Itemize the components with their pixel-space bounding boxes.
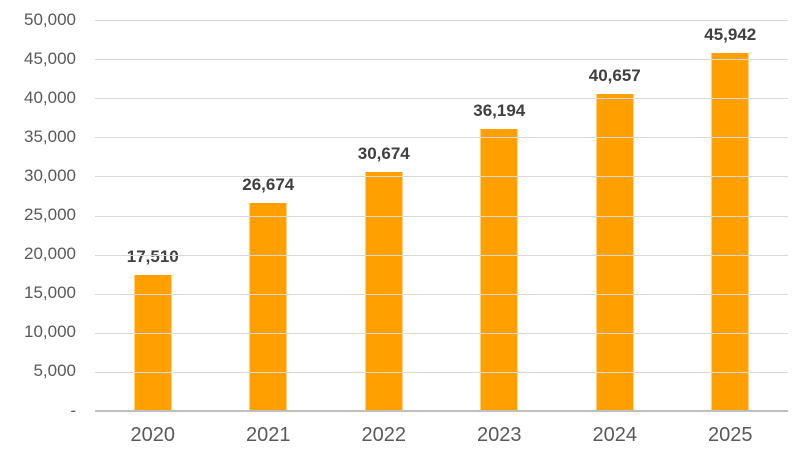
gridline [95,59,788,61]
bar-value-label: 36,194 [473,100,526,120]
y-axis-labels: - 5,000 10,000 15,000 20,000 25,000 30,000 35,0… [0,10,78,420]
bar-value-label: 26,674 [242,175,295,195]
bar-cell: 26,674 [211,21,327,412]
y-tick-label: 45,000 [24,48,76,68]
gridline [95,371,788,373]
gridline [95,293,788,295]
y-tick-label: 25,000 [24,205,76,224]
gridline [95,20,788,21]
x-tick-label: 2022 [361,424,407,446]
y-tick-label: 15,000 [24,283,76,303]
x-tick-label: 2021 [246,424,291,446]
bar-value-label: 45,942 [704,24,757,44]
bar-cell: 40,657 [557,21,673,412]
bar-cell: 45,942 [673,21,789,412]
x-tick-label: 2020 [130,424,176,446]
gridline [95,137,788,139]
bar-value-label: 40,657 [588,66,641,86]
y-tick-label: 40,000 [24,87,76,107]
x-tick-label: 2024 [592,424,638,446]
gridline [95,98,788,100]
bar [711,52,749,412]
gridline [95,215,788,217]
bar [480,128,518,412]
bar-cell: 36,194 [442,21,558,412]
x-axis-line [95,410,788,412]
y-tick-label: 50,000 [24,9,76,29]
bar [596,94,634,412]
bar [134,275,172,412]
bars-row: 17,510 26,674 30,674 36,194 40,657 45,942 [95,21,788,412]
y-tick-label: 5,000 [33,361,76,381]
bar-cell: 30,674 [326,21,442,412]
x-tick-label: 2025 [708,424,753,446]
x-axis-labels: 2020 2021 2022 2023 2024 2025 [95,412,788,458]
y-tick-label: 10,000 [24,322,76,342]
gridline [95,332,788,334]
y-tick-label: 35,000 [24,126,76,146]
bar-cell: 17,510 [95,21,211,412]
bar [249,203,287,412]
plot-area: 17,510 26,674 30,674 36,194 40,657 45,942 [95,20,788,412]
x-tick-label: 2023 [477,424,522,446]
bar [365,172,403,412]
bar-value-label: 30,674 [357,144,410,164]
gridline [95,254,788,256]
y-tick-label: 30,000 [24,165,76,185]
y-tick-label: - [70,400,76,420]
y-tick-label: 20,000 [24,244,76,264]
bar-value-label: 17,510 [126,247,179,267]
gridline [95,176,788,178]
